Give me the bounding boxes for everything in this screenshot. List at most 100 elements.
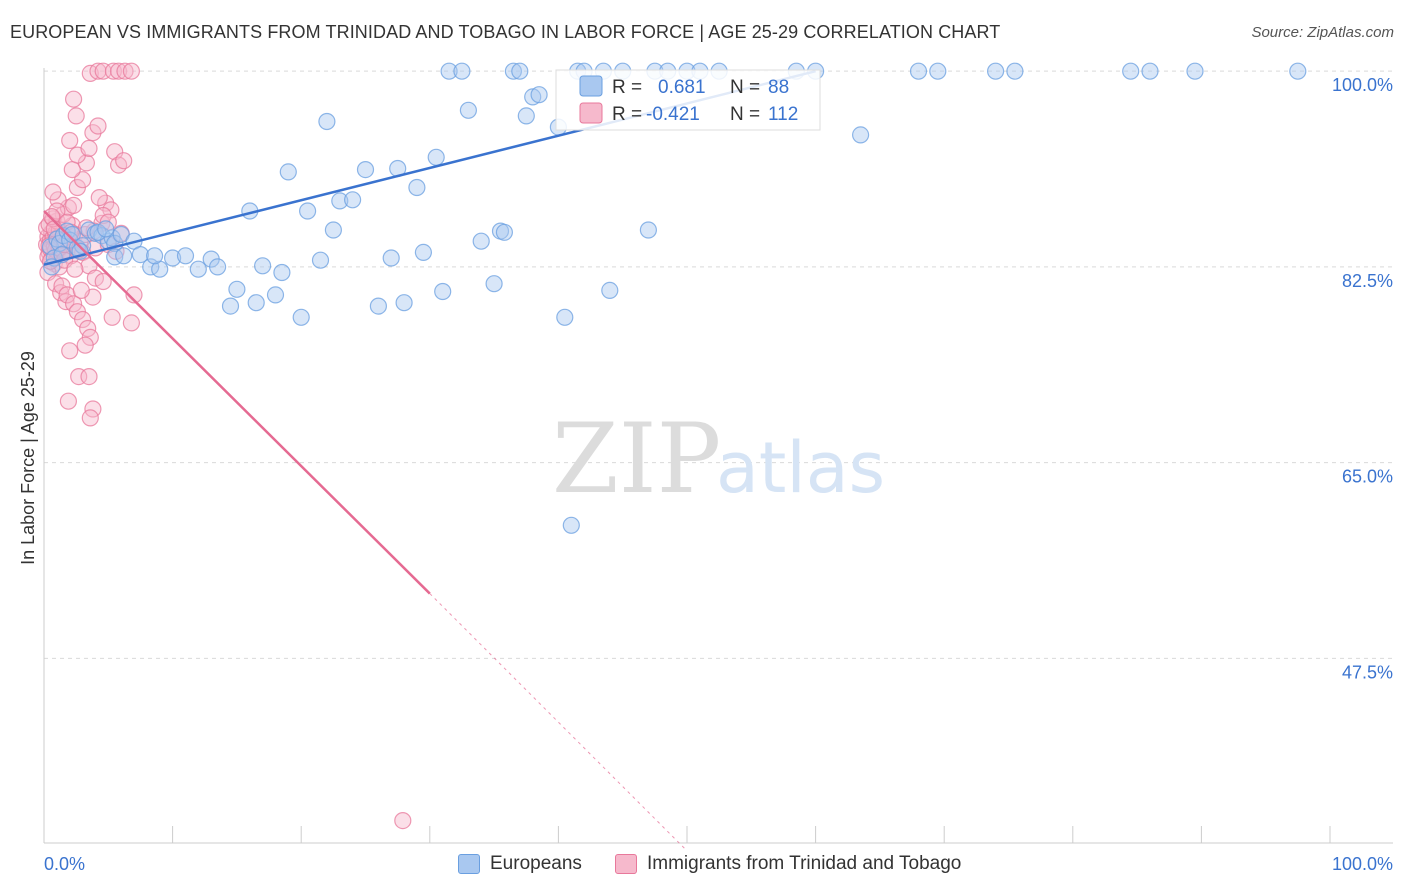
trinidad-point-47 — [64, 90, 83, 108]
europeans-point-69 — [530, 86, 548, 104]
europeans-point-61 — [472, 232, 490, 250]
trinidad-point-36 — [64, 196, 83, 214]
trinidad-point-63 — [61, 342, 79, 360]
europeans-point-78 — [639, 221, 658, 239]
europeans-point-35 — [228, 280, 246, 298]
europeans-point-76 — [601, 281, 619, 299]
legend-swatch-trinidad — [615, 854, 637, 874]
x-tick-label-min: 0.0% — [44, 854, 85, 874]
europeans-point-3 — [50, 234, 69, 252]
trinidad-trend-line — [43, 210, 431, 595]
europeans-point-20 — [97, 220, 115, 238]
gridlines — [44, 70, 1393, 659]
europeans-point-91 — [1122, 62, 1140, 80]
europeans-point-48 — [344, 191, 362, 209]
stats-pink-r-label: R = — [612, 104, 642, 125]
europeans-point-47 — [331, 192, 349, 210]
chart-title: EUROPEAN VS IMMIGRANTS FROM TRINIDAD AND… — [10, 22, 1001, 42]
legend-item-europeans[interactable]: Europeans — [458, 852, 582, 876]
trinidad-point-38 — [73, 171, 92, 189]
europeans-point-92 — [1141, 62, 1159, 80]
trinidad-point-46 — [67, 107, 85, 125]
europeans-point-42 — [292, 308, 310, 326]
europeans-point-89 — [986, 62, 1005, 80]
watermark-zip: ZIP — [552, 403, 721, 515]
y-tick-label-2: 65.0% — [1342, 467, 1393, 487]
europeans-point-37 — [247, 294, 265, 312]
europeans-point-71 — [556, 308, 574, 326]
source-credit: Source: ZipAtlas.com — [1251, 24, 1394, 41]
legend-item-trinidad[interactable]: Immigrants from Trinidad and Tobago — [615, 852, 961, 876]
trinidad-point-35 — [44, 183, 62, 201]
europeans-point-87 — [909, 62, 928, 80]
y-tick-label-3: 47.5% — [1342, 662, 1393, 682]
watermark: ZIP atlas — [552, 403, 885, 515]
trinidad-point-57 — [64, 295, 83, 313]
stats-pink-n-value: 112 — [768, 104, 798, 125]
europeans-point-41 — [279, 163, 297, 181]
legend: Europeans Immigrants from Trinidad and T… — [0, 850, 1406, 880]
europeans-point-39 — [266, 286, 285, 304]
trinidad-point-62 — [76, 336, 94, 354]
europeans-point-60 — [459, 101, 477, 119]
europeans-point-29 — [164, 249, 182, 267]
legend-label-trinidad: Immigrants from Trinidad and Tobago — [647, 853, 962, 874]
europeans-point-50 — [369, 297, 387, 315]
trinidad-point-91 — [103, 308, 121, 326]
stats-blue-n-value: 88 — [768, 77, 789, 98]
trinidad-point-65 — [80, 368, 98, 386]
europeans-point-86 — [851, 126, 870, 144]
trinidad-point-59 — [73, 310, 92, 329]
europeans-point-38 — [254, 257, 272, 275]
trinidad-point-45 — [89, 117, 107, 135]
trinidad-point-42 — [80, 139, 98, 157]
europeans-point-31 — [189, 260, 207, 278]
europeans-point-57 — [434, 282, 452, 301]
trinidad-point-68 — [81, 409, 99, 427]
europeans-point-49 — [356, 161, 375, 179]
europeans-point-43 — [299, 202, 317, 220]
trinidad-point-95 — [72, 281, 90, 299]
trinidad-point-109 — [394, 811, 412, 830]
europeans-point-54 — [408, 178, 426, 197]
europeans-point-66 — [511, 62, 529, 80]
y-tick-label-1: 82.5% — [1342, 271, 1393, 291]
stats-blue-r-value: 0.681 — [658, 77, 706, 98]
trinidad-point-28 — [52, 284, 70, 302]
trinidad-point-93 — [125, 286, 143, 304]
stats-pink-r-value: -0.421 — [646, 104, 700, 125]
y-tick-label-0: 100.0% — [1332, 75, 1393, 95]
trinidad-point-66 — [59, 392, 78, 410]
correlation-stats-box: R = 0.681 N = 88 R = -0.421 N = 112 — [555, 69, 821, 131]
europeans-point-28 — [146, 247, 164, 265]
trinidad-point-102 — [66, 260, 84, 278]
europeans-point-51 — [382, 249, 400, 267]
europeans-point-40 — [273, 263, 291, 282]
europeans-point-65 — [504, 62, 523, 80]
europeans-point-59 — [453, 62, 471, 80]
trinidad-point-83 — [115, 152, 133, 170]
trinidad-trend-extension — [429, 593, 688, 852]
legend-label-europeans: Europeans — [490, 853, 582, 874]
europeans-point-90 — [1006, 62, 1024, 80]
europeans-point-53 — [395, 294, 413, 312]
europeans-point-23 — [106, 248, 124, 266]
europeans-point-30 — [176, 247, 195, 265]
legend-swatch-europeans — [458, 854, 480, 874]
europeans-point-88 — [929, 62, 947, 80]
europeans-point-72 — [562, 516, 580, 534]
europeans-point-62 — [485, 275, 503, 293]
y-tick-labels: 100.0% 82.5% 65.0% 47.5% — [1332, 75, 1393, 682]
stats-pink-swatch — [579, 102, 603, 124]
europeans-point-67 — [517, 107, 535, 125]
europeans-point-25 — [131, 246, 149, 264]
trinidad-point-54 — [122, 62, 140, 80]
watermark-atlas: atlas — [716, 427, 885, 509]
stats-blue-swatch — [579, 75, 603, 97]
europeans-point-34 — [221, 297, 240, 315]
trinidad-point-55 — [53, 277, 71, 295]
trinidad-point-92 — [122, 314, 140, 332]
stats-pink-n-label: N = — [730, 104, 760, 125]
europeans-point-68 — [524, 88, 542, 106]
stats-blue-n-label: N = — [730, 77, 760, 98]
